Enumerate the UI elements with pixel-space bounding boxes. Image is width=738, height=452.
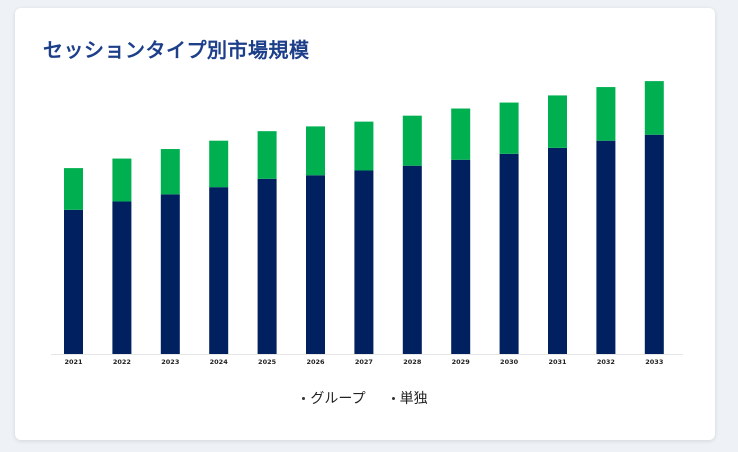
chart-card: セッションタイプ別市場規模 2021 2022 2023 2024 2025 2026 20… [15,8,715,440]
bar-group-2024[interactable] [209,187,229,354]
legend-label-solo: 単独 [399,391,428,407]
bar-group-2029[interactable] [451,159,471,354]
bar-group-2022[interactable] [112,201,132,354]
bar-solo-2021[interactable] [64,168,83,210]
legend-marker [391,396,395,400]
bar-solo-2031[interactable] [548,95,567,148]
bar-group-2026[interactable] [306,175,325,354]
bar-solo-2024[interactable] [209,140,229,188]
legend-item-group[interactable]: グループ [302,388,366,408]
x-tick-label: 2030 [500,358,519,366]
bar-group-2023[interactable] [160,194,180,354]
x-tick-label: 2029 [452,358,471,366]
legend-marker [302,396,306,400]
x-tick-label: 2026 [306,358,325,366]
bar-solo-2025[interactable] [257,131,277,179]
x-tick-label: 2033 [645,358,663,366]
bar-solo-2022[interactable] [112,158,132,202]
bar-group-2028[interactable] [402,165,422,354]
bar-solo-2028[interactable] [402,115,422,166]
x-tick-label: 2028 [403,358,422,366]
x-tick-label: 2027 [355,358,373,366]
x-tick-label: 2023 [161,358,179,366]
stacked-bar-chart: 2021 2022 2023 2024 2025 2026 2027 2028 2029 2030… [51,81,683,366]
bar-solo-2030[interactable] [499,102,519,154]
bar-group-2021[interactable] [64,209,83,354]
bar-group-2033[interactable] [644,134,664,354]
bar-group-2032[interactable] [596,140,616,354]
chart-title: セッションタイプ別市場規模 [43,38,310,62]
bar-group-2030[interactable] [499,153,519,354]
x-tick-label: 2032 [597,358,615,366]
x-tick-label: 2031 [548,358,567,366]
bar-solo-2026[interactable] [306,126,325,176]
x-tick-label: 2025 [258,358,277,366]
bar-solo-2027[interactable] [354,121,374,171]
bar-group-2025[interactable] [257,178,277,354]
x-tick-label: 2021 [64,358,83,366]
bar-solo-2023[interactable] [160,149,180,195]
x-tick-label: 2022 [113,358,131,366]
x-tick-label: 2024 [210,358,229,366]
bar-group-2027[interactable] [354,170,374,354]
bar-solo-2033[interactable] [644,81,664,135]
bar-solo-2029[interactable] [451,108,471,160]
legend-label-group: グループ [310,391,366,407]
bar-solo-2032[interactable] [596,87,616,141]
legend-item-solo[interactable]: 単独 [391,388,428,408]
chart-legend: グループ 単独 [15,388,715,408]
bar-group-2031[interactable] [548,147,567,354]
